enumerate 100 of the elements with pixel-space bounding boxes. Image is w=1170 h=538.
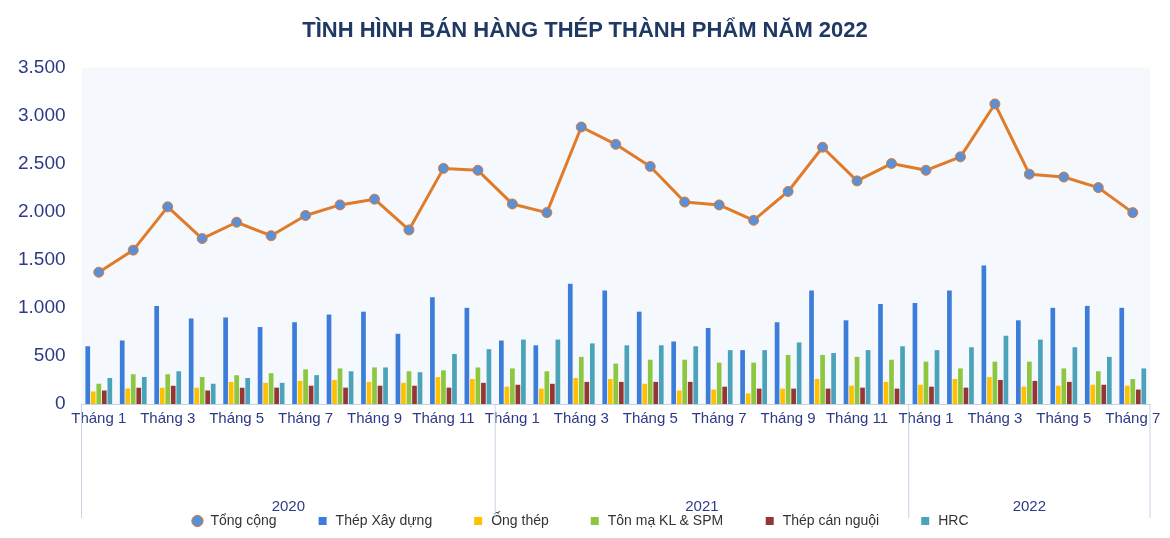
- point: [300, 210, 312, 221]
- point: [472, 164, 484, 176]
- bar: [682, 359, 688, 404]
- x-tick-label: Tháng 11: [825, 409, 889, 427]
- bar: [1050, 307, 1056, 404]
- bar: [90, 391, 96, 404]
- bar: [176, 371, 182, 404]
- y-tick-label: 3.500: [18, 55, 66, 77]
- bar: [998, 379, 1003, 404]
- bar: [136, 387, 142, 404]
- bar: [607, 379, 613, 404]
- y-tick-label: 2.000: [18, 199, 66, 221]
- point: [437, 162, 449, 174]
- bar: [292, 322, 297, 404]
- point: [920, 164, 932, 176]
- x-tick-label: Tháng 3: [553, 409, 609, 427]
- point: [610, 138, 622, 150]
- point: [196, 233, 208, 245]
- x-tick-label: Tháng 9: [346, 409, 403, 427]
- bar: [199, 377, 205, 404]
- legend-label: Thép cán nguội: [782, 511, 880, 528]
- bar: [85, 346, 91, 404]
- bar: [441, 370, 446, 404]
- bar: [210, 383, 216, 404]
- y-tick-label: 1.500: [18, 247, 66, 269]
- bar: [722, 386, 728, 404]
- bar: [223, 317, 228, 404]
- point: [954, 151, 966, 163]
- legend-label: Ống thép: [491, 510, 549, 528]
- bar: [567, 283, 573, 404]
- bar: [624, 345, 630, 404]
- point: [1058, 171, 1070, 183]
- bar: [676, 390, 682, 404]
- bar: [165, 374, 171, 404]
- bar: [452, 353, 457, 404]
- bar: [412, 385, 417, 404]
- point: [265, 230, 277, 242]
- bar: [849, 385, 854, 404]
- point: [817, 141, 829, 153]
- y-tick-label: 500: [33, 344, 66, 366]
- bar: [1130, 379, 1136, 404]
- bar: [1061, 368, 1067, 404]
- bar: [1084, 305, 1090, 404]
- bar: [1027, 361, 1032, 404]
- bar: [1067, 381, 1072, 404]
- bar: [205, 390, 211, 404]
- point: [231, 216, 243, 228]
- bar: [642, 383, 648, 404]
- bar: [740, 350, 745, 404]
- bar: [1038, 339, 1043, 404]
- point: [713, 199, 725, 211]
- bar: [727, 350, 733, 404]
- bar: [929, 386, 934, 404]
- bar: [130, 374, 136, 404]
- bar: [589, 343, 595, 404]
- point: [1023, 168, 1035, 180]
- text: 2022: [1012, 497, 1047, 515]
- bar: [119, 340, 125, 404]
- bar: [107, 378, 113, 404]
- bar: [314, 375, 319, 404]
- bar: [470, 379, 475, 404]
- bar: [969, 347, 974, 404]
- point: [1127, 207, 1139, 219]
- bar: [1101, 384, 1107, 404]
- bar: [918, 384, 923, 404]
- bar: [361, 311, 366, 404]
- bar: [510, 368, 515, 404]
- bar: [1119, 307, 1125, 404]
- bar: [602, 290, 608, 404]
- bar: [573, 378, 579, 404]
- bar: [671, 341, 677, 404]
- bar: [762, 350, 768, 404]
- bar: [1135, 389, 1141, 404]
- bar: [711, 389, 716, 404]
- point: [127, 244, 139, 256]
- bar: [791, 388, 796, 404]
- point: [644, 160, 656, 172]
- bar: [878, 303, 883, 404]
- bar: [550, 383, 555, 404]
- bar: [332, 379, 337, 404]
- x-tick-label: Tháng 3: [967, 409, 1023, 427]
- bar: [618, 381, 624, 404]
- bar: [234, 375, 239, 404]
- point: [506, 198, 518, 210]
- bar: [401, 382, 406, 404]
- bar: [544, 371, 550, 404]
- y-tick-label: 3.000: [18, 103, 66, 125]
- x-tick-label: Tháng 5: [209, 409, 265, 427]
- bar: [584, 381, 590, 404]
- bar: [521, 339, 526, 404]
- bar: [693, 346, 699, 404]
- x-tick-label: Tháng 7: [691, 409, 747, 427]
- point: [782, 185, 794, 197]
- bar: [1095, 371, 1101, 404]
- point: [369, 193, 381, 205]
- bar: [1016, 320, 1021, 404]
- point: [162, 201, 174, 213]
- bar: [430, 297, 435, 404]
- bar: [194, 387, 200, 404]
- x-tick-label: Tháng 7: [1105, 409, 1161, 427]
